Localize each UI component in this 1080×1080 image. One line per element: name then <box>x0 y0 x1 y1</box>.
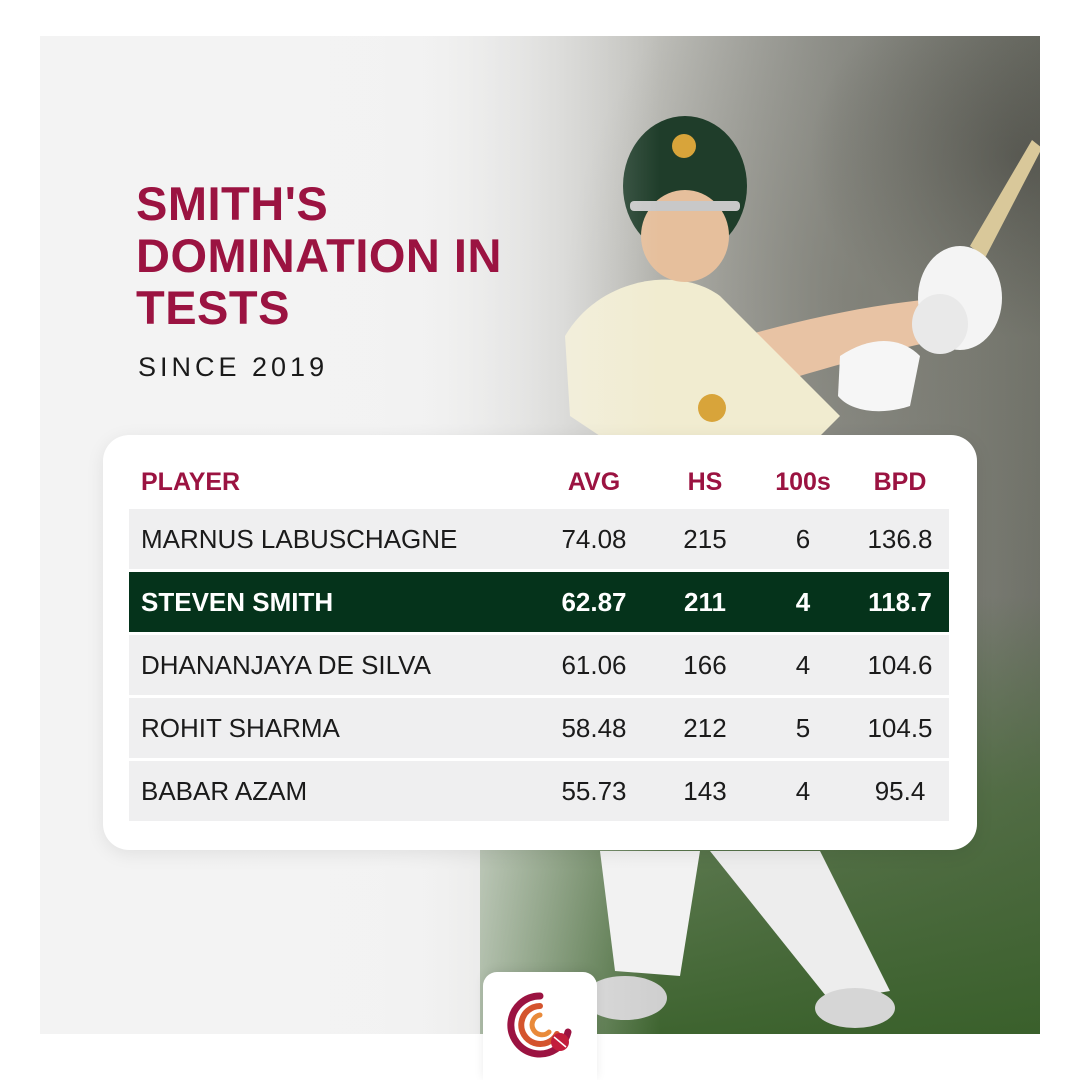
bpd-value: 95.4 <box>874 776 926 806</box>
hs-value: 212 <box>683 713 727 743</box>
player-name: MARNUS LABUSCHAGNE <box>141 524 458 554</box>
header-player: PLAYER <box>141 468 241 496</box>
hundreds-value: 5 <box>795 713 811 743</box>
player-name: BABAR AZAM <box>141 776 308 806</box>
table-row: MARNUS LABUSCHAGNE 74.08 215 6 136.8 <box>129 509 949 572</box>
avg-value: 55.73 <box>561 776 627 806</box>
avg-value: 61.06 <box>561 650 627 680</box>
page-title: SMITH'S DOMINATION IN TESTS <box>136 177 502 334</box>
stats-table-card: PLAYER AVG HS 100s BPD MARNUS LABUSCHAGN… <box>103 435 977 850</box>
brand-logo-badge <box>483 972 597 1080</box>
player-name: STEVEN SMITH <box>141 587 334 617</box>
hundreds-value: 4 <box>795 587 811 617</box>
avg-value: 62.87 <box>561 587 627 617</box>
hundreds-value: 4 <box>795 650 811 680</box>
avg-value: 58.48 <box>561 713 627 743</box>
hs-value: 143 <box>683 776 727 806</box>
table-body: MARNUS LABUSCHAGNE 74.08 215 6 136.8 STE… <box>129 509 949 824</box>
header-avg: AVG <box>567 468 621 496</box>
hundreds-value: 4 <box>795 776 811 806</box>
table-row: DHANANJAYA DE SILVA 61.06 166 4 104.6 <box>129 635 949 698</box>
cricket-ball-logo-icon <box>507 992 572 1058</box>
avg-value: 74.08 <box>561 524 627 554</box>
header-bpd: BPD <box>873 468 927 496</box>
page-subtitle: SINCE 2019 <box>138 352 329 382</box>
table-row-highlighted: STEVEN SMITH 62.87 211 4 118.7 <box>129 572 949 635</box>
bpd-value: 104.5 <box>867 713 933 743</box>
hundreds-value: 6 <box>795 524 811 554</box>
player-name: DHANANJAYA DE SILVA <box>141 650 431 680</box>
header-hs: HS <box>687 468 723 496</box>
bpd-value: 104.6 <box>867 650 933 680</box>
hs-value: 166 <box>683 650 727 680</box>
bpd-value: 136.8 <box>867 524 933 554</box>
hs-value: 211 <box>684 587 726 617</box>
table-row: BABAR AZAM 55.73 143 4 95.4 <box>129 761 949 824</box>
table-row: ROHIT SHARMA 58.48 212 5 104.5 <box>129 698 949 761</box>
player-name: ROHIT SHARMA <box>141 713 340 743</box>
hs-value: 215 <box>683 524 727 554</box>
header-hundreds: 100s <box>775 468 831 496</box>
bpd-value: 118.7 <box>868 587 932 617</box>
table-header: PLAYER AVG HS 100s BPD <box>129 457 949 507</box>
